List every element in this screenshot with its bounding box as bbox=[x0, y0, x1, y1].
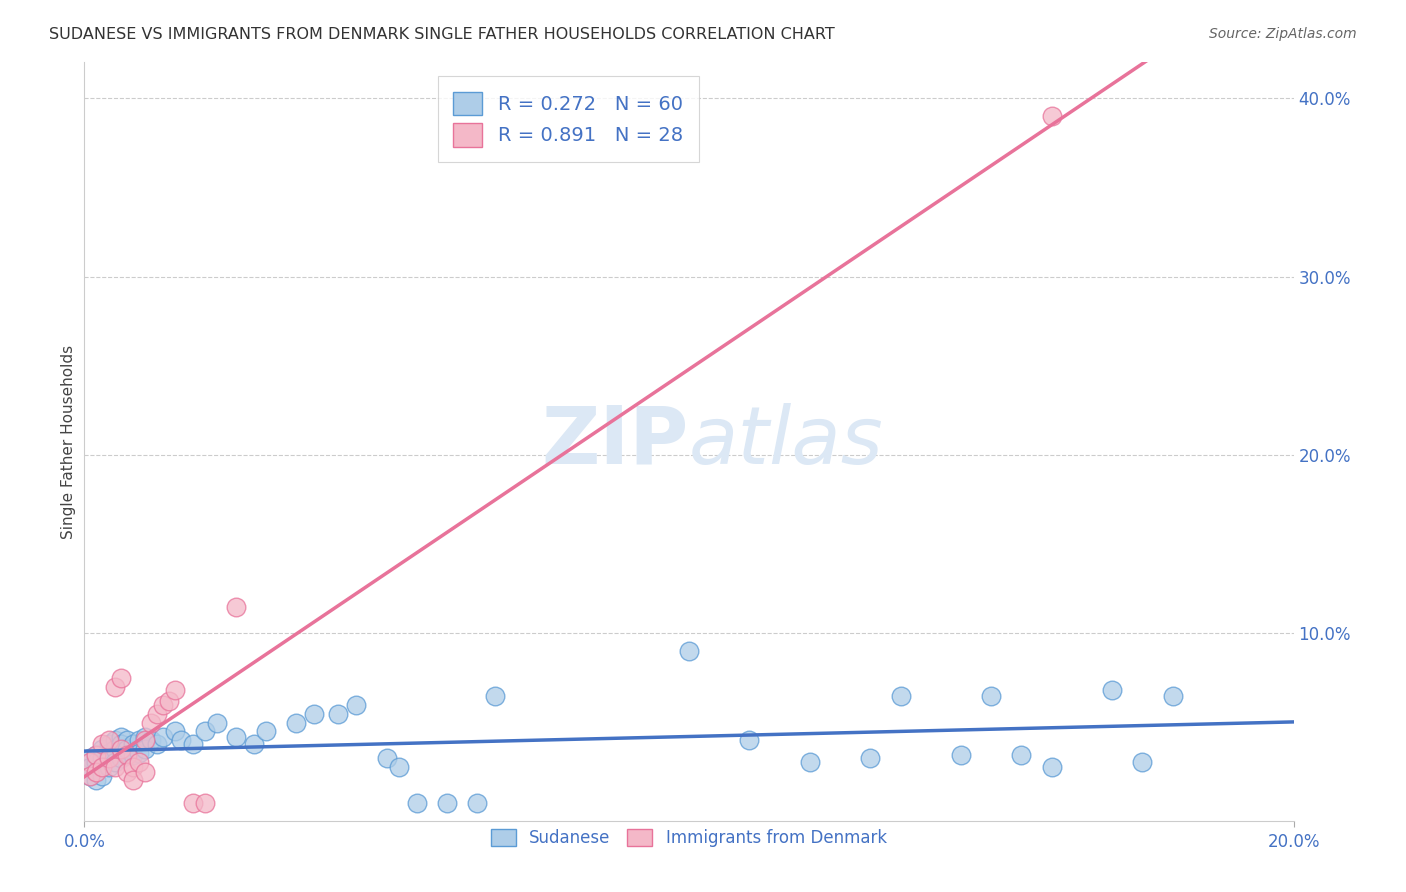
Point bbox=[121, 747, 143, 762]
Point bbox=[950, 747, 973, 762]
Point bbox=[799, 755, 821, 769]
Point bbox=[91, 751, 114, 765]
Point bbox=[194, 724, 217, 739]
Point bbox=[388, 760, 411, 774]
Point bbox=[79, 769, 101, 783]
Point bbox=[139, 733, 162, 747]
Point bbox=[97, 737, 120, 751]
Point bbox=[86, 747, 108, 762]
Point bbox=[302, 706, 325, 721]
Y-axis label: Single Father Households: Single Father Households bbox=[60, 344, 76, 539]
Point bbox=[1040, 760, 1063, 774]
Point bbox=[110, 737, 132, 751]
Point bbox=[134, 742, 156, 756]
Point bbox=[406, 796, 429, 810]
Point bbox=[110, 730, 132, 744]
Point bbox=[128, 746, 150, 760]
Point bbox=[1161, 689, 1184, 703]
Point bbox=[152, 730, 174, 744]
Point bbox=[104, 742, 127, 756]
Point bbox=[134, 765, 156, 780]
Point bbox=[115, 765, 138, 780]
Point bbox=[678, 644, 700, 658]
Point bbox=[157, 694, 180, 708]
Point bbox=[225, 730, 247, 744]
Point bbox=[86, 765, 108, 780]
Point bbox=[128, 733, 150, 747]
Point bbox=[97, 746, 120, 760]
Point bbox=[134, 733, 156, 747]
Point bbox=[146, 706, 169, 721]
Point bbox=[1130, 755, 1153, 769]
Point bbox=[980, 689, 1002, 703]
Point bbox=[115, 742, 138, 756]
Point bbox=[97, 760, 120, 774]
Point bbox=[436, 796, 458, 810]
Point bbox=[207, 715, 229, 730]
Point bbox=[467, 796, 489, 810]
Point bbox=[115, 733, 138, 747]
Point bbox=[484, 689, 506, 703]
Point bbox=[225, 599, 247, 614]
Point bbox=[139, 715, 162, 730]
Legend: Sudanese, Immigrants from Denmark: Sudanese, Immigrants from Denmark bbox=[484, 822, 894, 854]
Point bbox=[1011, 747, 1033, 762]
Point bbox=[97, 751, 120, 765]
Point bbox=[97, 733, 120, 747]
Text: Source: ZipAtlas.com: Source: ZipAtlas.com bbox=[1209, 27, 1357, 41]
Point bbox=[91, 760, 114, 774]
Point bbox=[165, 724, 187, 739]
Point bbox=[79, 760, 101, 774]
Point bbox=[79, 751, 101, 765]
Point bbox=[170, 733, 193, 747]
Point bbox=[104, 755, 127, 769]
Point bbox=[165, 683, 187, 698]
Point bbox=[91, 737, 114, 751]
Point bbox=[194, 796, 217, 810]
Point bbox=[242, 737, 264, 751]
Point bbox=[121, 737, 143, 751]
Point bbox=[79, 755, 101, 769]
Point bbox=[104, 733, 127, 747]
Point bbox=[86, 765, 108, 780]
Point bbox=[104, 760, 127, 774]
Point bbox=[346, 698, 368, 712]
Point bbox=[115, 747, 138, 762]
Text: SUDANESE VS IMMIGRANTS FROM DENMARK SINGLE FATHER HOUSEHOLDS CORRELATION CHART: SUDANESE VS IMMIGRANTS FROM DENMARK SING… bbox=[49, 27, 835, 42]
Text: atlas: atlas bbox=[689, 402, 884, 481]
Point bbox=[254, 724, 277, 739]
Point bbox=[110, 742, 132, 756]
Point bbox=[375, 751, 398, 765]
Text: ZIP: ZIP bbox=[541, 402, 689, 481]
Point bbox=[79, 769, 101, 783]
Point bbox=[86, 772, 108, 787]
Point bbox=[146, 737, 169, 751]
Point bbox=[110, 671, 132, 685]
Point bbox=[181, 796, 204, 810]
Point bbox=[86, 755, 108, 769]
Point bbox=[1101, 683, 1123, 698]
Point bbox=[110, 751, 132, 765]
Point bbox=[86, 747, 108, 762]
Point bbox=[121, 772, 143, 787]
Point bbox=[859, 751, 882, 765]
Point bbox=[134, 730, 156, 744]
Point bbox=[890, 689, 912, 703]
Point bbox=[152, 698, 174, 712]
Point bbox=[91, 769, 114, 783]
Point bbox=[91, 742, 114, 756]
Point bbox=[121, 760, 143, 774]
Point bbox=[181, 737, 204, 751]
Point bbox=[1040, 109, 1063, 123]
Point bbox=[328, 706, 350, 721]
Point bbox=[285, 715, 308, 730]
Point bbox=[128, 755, 150, 769]
Point bbox=[738, 733, 761, 747]
Point bbox=[104, 680, 127, 694]
